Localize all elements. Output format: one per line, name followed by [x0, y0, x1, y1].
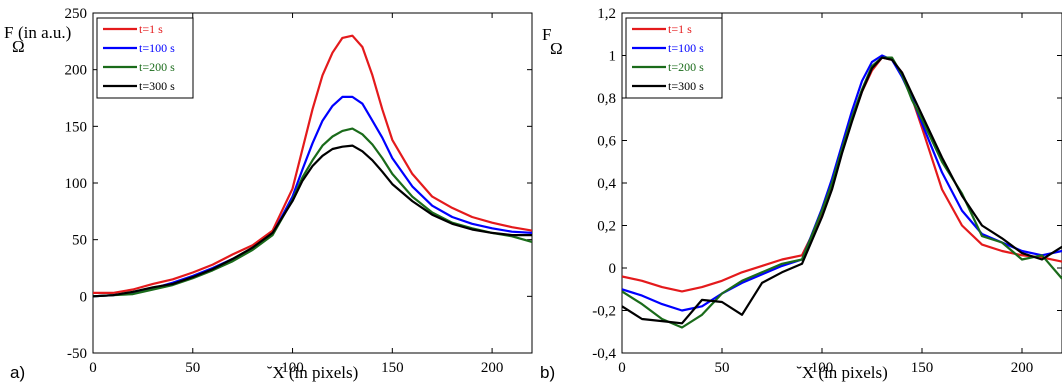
y-axis-label-suffix: (in a.u.) — [18, 23, 71, 42]
legend-label: t=1 s — [668, 22, 692, 36]
x-tick-label: 100 — [281, 360, 304, 376]
legend: t=1 s t=100 s t=200 s t=300 s — [96, 17, 194, 99]
legend-box — [96, 17, 194, 99]
x-tick-label: 150 — [381, 360, 404, 376]
y-tick-label: -0,2 — [592, 304, 616, 320]
y-tick-label: 1,2 — [597, 6, 616, 22]
x-tick-label: 200 — [481, 360, 504, 376]
legend-label: t=300 s — [668, 79, 704, 93]
y-tick-label: 0,6 — [597, 134, 616, 150]
x-tick-label: 0 — [618, 360, 626, 376]
x-tick-label: 200 — [1011, 360, 1034, 376]
legend-label: t=100 s — [668, 41, 704, 55]
series-line-t100s — [93, 95, 532, 298]
series-line-t300s — [93, 144, 532, 298]
legend-label: t=200 s — [668, 60, 704, 74]
legend-label: t=1 s — [139, 22, 163, 36]
x-axis-label: ˘X (in pixels) — [267, 363, 359, 382]
legend-box — [625, 17, 723, 99]
series-line-t300s — [622, 56, 1062, 325]
series-line-t200s — [93, 127, 532, 298]
y-tick-label: 0,4 — [597, 176, 616, 192]
y-tick-label: -50 — [67, 346, 87, 362]
legend-label: t=200 s — [139, 60, 175, 74]
x-tick-label: 50 — [185, 360, 200, 376]
y-axis-label-subscript: Ω — [12, 37, 25, 56]
x-axis-label: ˘X (in pixels) — [796, 363, 888, 382]
y-axis-label-subscript: Ω — [550, 39, 563, 58]
x-tick-label: 0 — [89, 360, 97, 376]
y-tick-label: 0,8 — [597, 91, 616, 107]
legend: t=1 s t=100 s t=200 s t=300 s — [625, 17, 723, 99]
legend-label: t=300 s — [139, 79, 175, 93]
x-tick-label: 50 — [715, 360, 730, 376]
y-tick-label: 100 — [65, 176, 88, 192]
panel-label: a) — [10, 363, 25, 382]
y-tick-label: 250 — [65, 6, 88, 22]
y-tick-label: 0,2 — [597, 219, 616, 235]
series-line-t1s — [93, 34, 532, 294]
chart-panel-b: 0 50 100 150 200 -0,4 -0,2 0 0,2 0,4 0,6 0,8 1 1,2 t=1… — [540, 6, 1062, 382]
y-tick-label: 50 — [72, 233, 87, 249]
x-tick-label: 100 — [811, 360, 834, 376]
y-tick-label: 1 — [609, 49, 617, 65]
y-tick-label: 200 — [65, 63, 88, 79]
x-tick-label: 150 — [911, 360, 934, 376]
y-tick-label: -0,4 — [592, 346, 616, 362]
y-tick-label: 150 — [65, 119, 88, 135]
y-tick-label: 0 — [80, 289, 88, 305]
panel-label: b) — [540, 363, 555, 382]
y-axis-label: F — [542, 25, 551, 44]
y-tick-label: 0 — [609, 261, 617, 277]
y-axis-label: F — [4, 23, 13, 42]
legend-label: t=100 s — [139, 41, 175, 55]
